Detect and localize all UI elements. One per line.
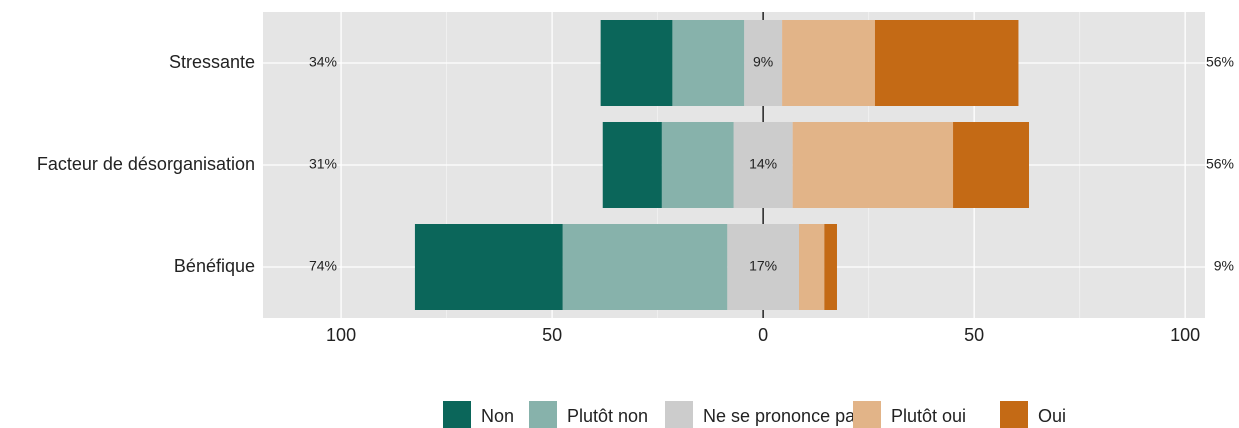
left-total-label: 34% bbox=[309, 54, 337, 70]
right-total-label: 9% bbox=[1214, 258, 1234, 274]
bar-label: 9% bbox=[753, 54, 773, 70]
left-total-label: 74% bbox=[309, 258, 337, 274]
bar-label: 17% bbox=[749, 258, 777, 274]
legend-label: Oui bbox=[1038, 406, 1066, 426]
bar bbox=[562, 224, 728, 310]
bar bbox=[953, 122, 1030, 208]
bar bbox=[874, 20, 1019, 106]
bar bbox=[661, 122, 734, 208]
right-total-label: 56% bbox=[1206, 54, 1234, 70]
bar bbox=[414, 224, 563, 310]
right-total-label: 56% bbox=[1206, 156, 1234, 172]
legend-swatch bbox=[529, 401, 557, 428]
y-tick-label: Stressante bbox=[169, 52, 255, 72]
legend-swatch bbox=[665, 401, 693, 428]
bar bbox=[824, 224, 837, 310]
bar bbox=[782, 20, 875, 106]
legend-label: Ne se prononce pas bbox=[703, 406, 864, 426]
bar bbox=[792, 122, 954, 208]
legend-label: Plutôt oui bbox=[891, 406, 966, 426]
bar-label: 14% bbox=[749, 156, 777, 172]
y-tick-label: Bénéfique bbox=[174, 256, 255, 276]
y-tick-label: Facteur de désorganisation bbox=[37, 154, 255, 174]
bar bbox=[798, 224, 825, 310]
bar bbox=[733, 122, 793, 208]
left-total-label: 31% bbox=[309, 156, 337, 172]
x-tick-label: 100 bbox=[1170, 325, 1200, 345]
x-tick-label: 50 bbox=[964, 325, 984, 345]
legend-swatch bbox=[1000, 401, 1028, 428]
legend-swatch bbox=[853, 401, 881, 428]
x-tick-label: 100 bbox=[326, 325, 356, 345]
legend-label: Plutôt non bbox=[567, 406, 648, 426]
bar bbox=[602, 122, 662, 208]
x-tick-label: 50 bbox=[542, 325, 562, 345]
legend-swatch bbox=[443, 401, 471, 428]
bar bbox=[727, 224, 799, 310]
x-tick-label: 0 bbox=[758, 325, 768, 345]
bar bbox=[672, 20, 745, 106]
bar bbox=[744, 20, 783, 106]
bar bbox=[600, 20, 673, 106]
legend-label: Non bbox=[481, 406, 514, 426]
